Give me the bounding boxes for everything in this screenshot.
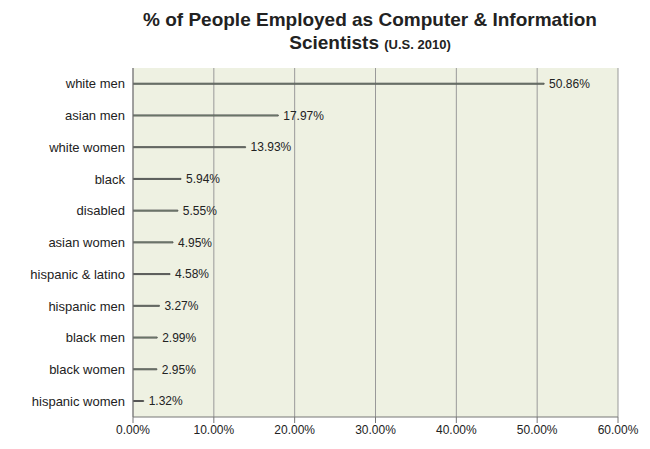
svg-text:white men: white men: [65, 76, 125, 91]
svg-text:black men: black men: [66, 330, 125, 345]
html-text:% of People Employed as Comput: % of People Employed as Computer & Infor…: [143, 9, 597, 53]
svg-text:white women: white women: [48, 140, 125, 155]
svg-text:30.00%: 30.00%: [355, 423, 396, 437]
svg-text:17.97%: 17.97%: [283, 109, 324, 123]
svg-text:disabled: disabled: [77, 203, 125, 218]
svg-text:black women: black women: [49, 362, 125, 377]
svg-text:13.93%: 13.93%: [251, 140, 292, 154]
svg-text:5.94%: 5.94%: [186, 172, 220, 186]
svg-text:0.00%: 0.00%: [116, 423, 150, 437]
svg-text:hispanic men: hispanic men: [48, 299, 125, 314]
svg-text:hispanic women: hispanic women: [32, 394, 125, 409]
svg-text:black: black: [95, 172, 126, 187]
svg-text:2.95%: 2.95%: [162, 363, 196, 377]
svg-text:40.00%: 40.00%: [436, 423, 477, 437]
svg-text:10.00%: 10.00%: [193, 423, 234, 437]
svg-text:asian men: asian men: [65, 108, 125, 123]
svg-text:4.95%: 4.95%: [178, 236, 212, 250]
svg-text:3.27%: 3.27%: [164, 299, 198, 313]
svg-text:50.00%: 50.00%: [517, 423, 558, 437]
svg-text:50.86%: 50.86%: [549, 77, 590, 91]
svg-text:hispanic & latino: hispanic & latino: [30, 267, 125, 282]
svg-text:2.99%: 2.99%: [162, 331, 196, 345]
svg-text:20.00%: 20.00%: [274, 423, 315, 437]
svg-text:5.55%: 5.55%: [183, 204, 217, 218]
svg-text:asian women: asian women: [48, 235, 125, 250]
svg-text:60.00%: 60.00%: [598, 423, 639, 437]
svg-text:1.32%: 1.32%: [149, 394, 183, 408]
svg-text:4.58%: 4.58%: [175, 267, 209, 281]
